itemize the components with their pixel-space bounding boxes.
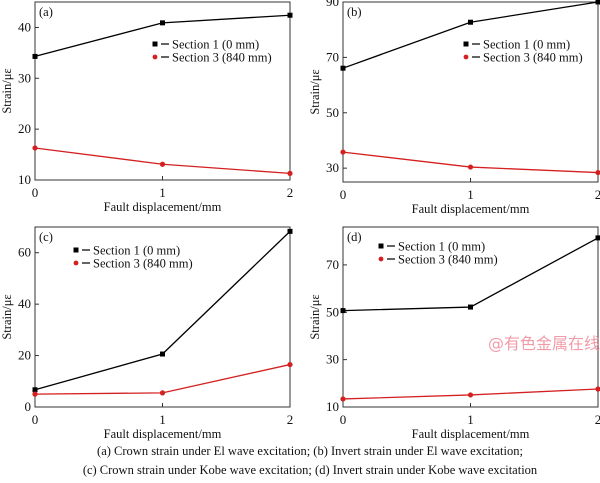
legend-marker-square (378, 243, 384, 249)
panel-d: 0 1 2 10 30 50 70 Fault displacement/mm Strain/μ… (308, 226, 600, 441)
data-point-square (160, 20, 165, 26)
y-tick-label: 50 (326, 105, 339, 120)
legend-label: Section 3 (840 mm) (483, 51, 583, 65)
y-tick-label: 50 (326, 304, 339, 319)
x-tick-label: 1 (159, 412, 166, 427)
data-point-circle (595, 169, 600, 176)
y-tick-label: 60 (18, 245, 31, 260)
legend-label: Section 1 (0 mm) (483, 38, 570, 52)
data-point-square (32, 53, 38, 59)
x-axis-label: Fault displacement/mm (104, 427, 222, 441)
data-point-square (468, 304, 473, 310)
panel-label: (c) (39, 230, 53, 244)
data-point-circle (159, 390, 166, 396)
y-tick-label: 70 (326, 257, 339, 272)
legend-marker-square (463, 41, 469, 47)
x-tick-label: 1 (159, 185, 166, 200)
data-point-circle (32, 145, 38, 151)
y-tick-label: 30 (18, 70, 31, 85)
legend-label: Section 3 (840 mm) (398, 253, 498, 267)
legend-marker-circle (73, 260, 79, 266)
data-point-circle (287, 361, 293, 368)
panel-label: (d) (347, 230, 362, 244)
y-tick-label: 40 (18, 296, 31, 311)
y-tick-label: 70 (326, 49, 339, 64)
x-tick-label: 2 (287, 185, 294, 200)
plot-frame (342, 1, 599, 183)
legend-marker-circle (152, 54, 158, 60)
x-axis-label: Fault displacement/mm (104, 200, 222, 214)
y-axis-label: Strain/με (0, 68, 14, 113)
x-axis-label: Fault displacement/mm (412, 202, 530, 216)
y-tick-label: 20 (18, 121, 31, 136)
x-tick-label: 0 (32, 185, 39, 200)
x-tick-label: 2 (595, 412, 600, 427)
data-point-circle (595, 386, 600, 392)
legend-marker-circle (463, 54, 469, 60)
caption-line-2: (c) Crown strain under Kobe wave excitat… (82, 463, 538, 477)
data-point-circle (467, 164, 474, 170)
y-tick-label: 10 (326, 399, 339, 414)
legend-label: Section 3 (840 mm) (93, 257, 193, 271)
legend-marker-square (152, 41, 158, 47)
panel-a: 0 1 2 10 20 30 40 Fault displacement/mm Strain/μ… (0, 1, 294, 214)
y-tick-label: 90 (326, 0, 339, 9)
data-point-square (287, 12, 293, 18)
y-axis-label: Strain/με (0, 294, 14, 339)
panel-b: 0 1 2 30 50 70 90 Fault displacement/mm Strain/μ… (308, 0, 600, 216)
data-point-circle (287, 170, 293, 176)
y-tick-label: 20 (18, 348, 31, 363)
data-point-circle (340, 396, 346, 402)
data-point-square (595, 235, 600, 241)
x-tick-label: 0 (340, 187, 347, 202)
y-axis-label: Strain/με (308, 69, 322, 114)
x-tick-label: 1 (467, 187, 474, 202)
data-point-square (468, 19, 473, 25)
series-line-section-3 (34, 147, 291, 175)
data-point-square (595, 0, 600, 5)
data-point-circle (159, 161, 166, 167)
legend-marker-circle (378, 256, 384, 262)
data-point-circle (340, 149, 346, 155)
data-point-square (340, 65, 346, 71)
data-point-square (287, 228, 293, 234)
y-tick-label: 30 (326, 352, 339, 367)
x-tick-label: 0 (340, 412, 347, 427)
x-axis-label: Fault displacement/mm (412, 427, 530, 441)
y-tick-label: 0 (25, 399, 32, 414)
data-point-circle (467, 392, 474, 398)
x-tick-label: 1 (467, 412, 474, 427)
x-tick-label: 2 (595, 187, 600, 202)
x-tick-label: 2 (287, 412, 294, 427)
legend-label: Section 3 (840 mm) (172, 51, 272, 65)
legend-label: Section 1 (0 mm) (93, 244, 180, 258)
data-point-square (32, 387, 38, 393)
caption-line-1: (a) Crown strain under El wave excitatio… (97, 444, 523, 458)
x-tick-label: 0 (32, 412, 39, 427)
legend-label: Section 1 (0 mm) (172, 38, 259, 52)
data-point-circle (32, 391, 38, 397)
legend-label: Section 1 (0 mm) (398, 240, 485, 254)
panel-label: (a) (39, 5, 53, 19)
data-point-square (160, 351, 165, 357)
y-tick-label: 10 (18, 172, 31, 187)
y-tick-label: 40 (18, 19, 31, 34)
legend-marker-square (73, 247, 79, 253)
watermark: @有色金属在线 (488, 334, 600, 353)
y-tick-label: 30 (326, 160, 339, 175)
panel-label: (b) (347, 5, 362, 19)
y-axis-label: Strain/με (308, 294, 322, 339)
data-point-square (340, 308, 346, 314)
